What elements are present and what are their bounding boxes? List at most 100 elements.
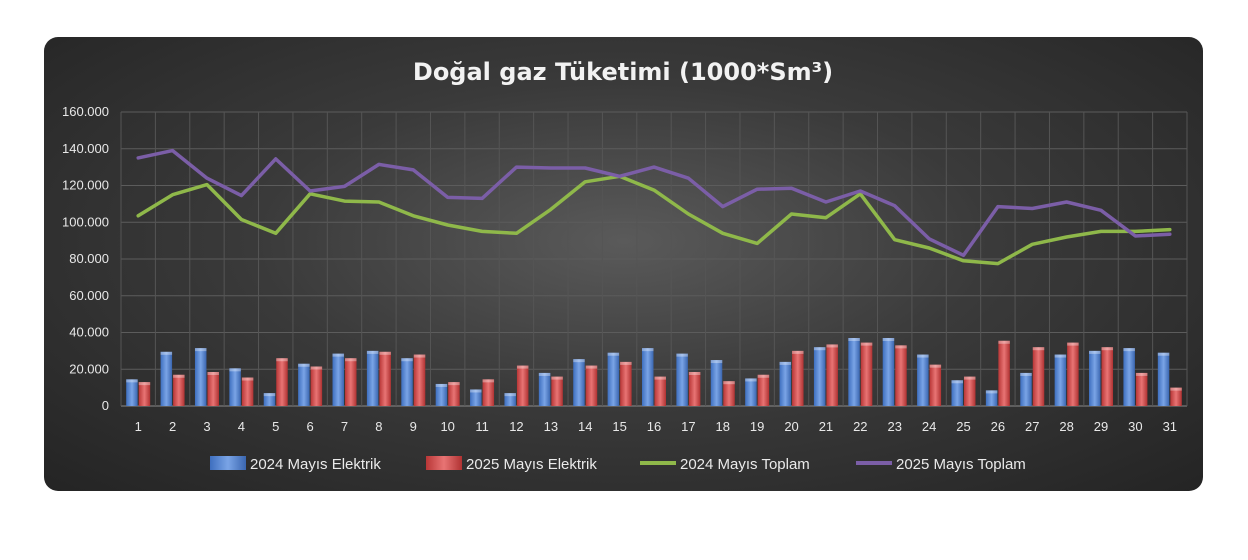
bar xyxy=(345,358,357,406)
bar-highlight xyxy=(929,364,942,368)
bar xyxy=(138,382,151,406)
bar xyxy=(710,360,723,406)
x-tick-label: 25 xyxy=(956,419,970,434)
bar-highlight xyxy=(654,376,666,380)
bar-body xyxy=(194,348,207,406)
bar-body xyxy=(1067,342,1079,406)
bar-highlight xyxy=(573,359,585,363)
x-axis: 1 2 3 4 5 6 7 8 9 10 11 12 13 14 15 16 17 18 19 20 21 22 23 24 2… xyxy=(135,419,1177,434)
bar-body xyxy=(757,374,770,406)
bar-body xyxy=(126,379,138,406)
bar xyxy=(1054,354,1067,406)
series-line xyxy=(136,174,1172,266)
bar-body xyxy=(1101,347,1114,406)
x-tick-label: 28 xyxy=(1059,419,1073,434)
x-tick-label: 31 xyxy=(1163,419,1177,434)
x-tick-label: 21 xyxy=(819,419,833,434)
bar-highlight xyxy=(160,351,173,355)
y-tick-label: 160.000 xyxy=(62,104,109,119)
bar xyxy=(207,372,219,406)
bar xyxy=(310,366,323,406)
bar xyxy=(435,383,448,406)
bar-body xyxy=(607,352,620,406)
lines-layer xyxy=(136,148,1172,266)
bar xyxy=(882,338,895,406)
bar-highlight xyxy=(688,372,701,376)
bar-highlight xyxy=(1067,342,1079,346)
x-tick-label: 9 xyxy=(410,419,417,434)
x-tick-label: 15 xyxy=(612,419,626,434)
bar xyxy=(607,352,620,406)
bar-highlight xyxy=(448,382,460,386)
bar-highlight xyxy=(379,351,391,355)
bar-body xyxy=(642,348,654,406)
bar-body xyxy=(951,380,963,406)
y-tick-label: 20.000 xyxy=(69,361,109,376)
legend-item: 2024 Mayıs Elektrik xyxy=(210,456,381,473)
bar-highlight xyxy=(951,380,963,384)
bar xyxy=(917,354,929,406)
x-tick-label: 13 xyxy=(544,419,558,434)
bar-highlight xyxy=(1054,354,1067,358)
bar xyxy=(895,345,907,406)
x-tick-label: 4 xyxy=(238,419,245,434)
bar-highlight xyxy=(538,372,551,376)
bar xyxy=(792,350,804,406)
bar-highlight xyxy=(1135,372,1148,376)
bar-body xyxy=(229,368,241,406)
bar xyxy=(448,382,460,406)
bar-highlight xyxy=(607,352,620,356)
bar-highlight xyxy=(1123,348,1135,352)
bar-highlight xyxy=(401,358,413,362)
bar xyxy=(229,368,241,406)
bar-body xyxy=(963,376,976,406)
bar xyxy=(194,348,207,406)
bar-highlight xyxy=(745,378,757,382)
x-tick-label: 8 xyxy=(375,419,382,434)
bar-body xyxy=(860,342,873,406)
legend-label: 2024 Mayıs Elektrik xyxy=(250,456,381,473)
bar-highlight xyxy=(470,389,482,393)
bar-highlight xyxy=(241,377,254,381)
x-tick-label: 2 xyxy=(169,419,176,434)
bar-body xyxy=(779,361,792,406)
bar xyxy=(516,365,529,406)
y-tick-label: 140.000 xyxy=(62,141,109,156)
bar xyxy=(620,361,632,406)
bar-highlight xyxy=(585,365,598,369)
bar-body xyxy=(482,379,495,406)
bar-highlight xyxy=(757,374,770,378)
bar-body xyxy=(585,365,598,406)
bar-body xyxy=(160,351,173,406)
bar-highlight xyxy=(882,338,895,342)
bar-highlight xyxy=(551,376,563,380)
bar-body xyxy=(848,338,860,406)
y-tick-label: 0 xyxy=(102,398,109,413)
bar-highlight xyxy=(366,350,379,354)
bar-highlight xyxy=(207,372,219,376)
x-tick-label: 11 xyxy=(475,419,489,434)
x-tick-label: 26 xyxy=(991,419,1005,434)
bar-highlight xyxy=(1157,352,1170,356)
legend-item: 2025 Mayıs Toplam xyxy=(856,456,1026,473)
bar-body xyxy=(620,361,632,406)
bar-body xyxy=(1020,372,1032,406)
bar-highlight xyxy=(860,342,873,346)
x-tick-label: 29 xyxy=(1094,419,1108,434)
bar-highlight xyxy=(1101,347,1114,351)
legend-swatch xyxy=(426,456,462,470)
bar-body xyxy=(688,372,701,406)
bar-body xyxy=(401,358,413,406)
bar xyxy=(1020,372,1032,406)
chart-title: Doğal gaz Tüketimi (1000*Sm³) xyxy=(413,58,833,86)
bar-body xyxy=(538,372,551,406)
bar-highlight xyxy=(723,381,735,385)
grid-layer xyxy=(120,111,1188,407)
legend-swatch xyxy=(210,456,246,470)
bar-body xyxy=(448,382,460,406)
bar xyxy=(173,374,185,406)
bar xyxy=(676,353,688,406)
bar-highlight xyxy=(298,363,310,367)
bar-body xyxy=(1135,372,1148,406)
bar-highlight xyxy=(710,360,723,364)
